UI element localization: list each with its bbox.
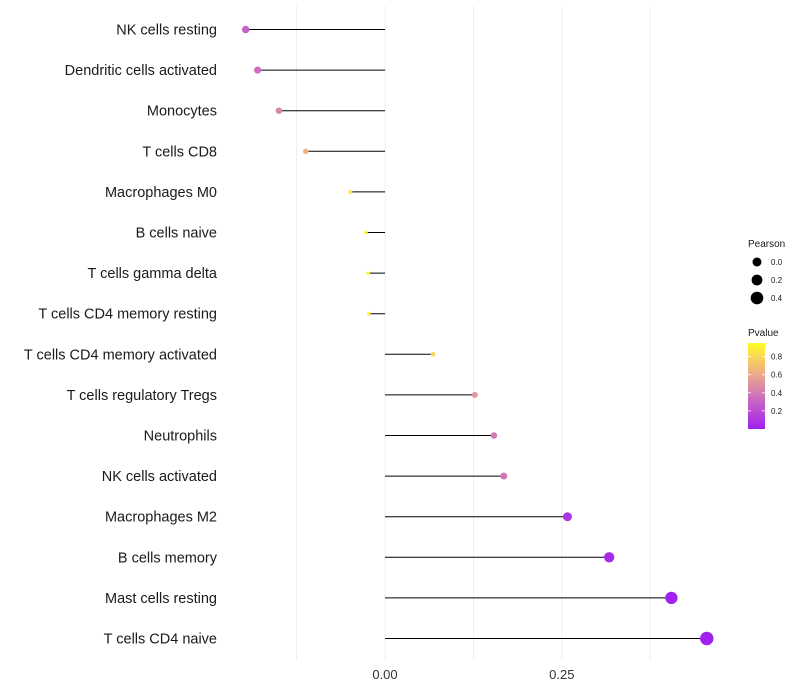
legend: Pearson 0.0 0.2 0.4 Pvalue 0.8 0.6 0.4 0.2 xyxy=(748,239,785,429)
x-tick-label-1: 0.25 xyxy=(549,667,574,682)
lollipop-point-14 xyxy=(665,591,678,605)
lollipop-point-0 xyxy=(241,25,250,34)
category-label-6: T cells gamma delta xyxy=(88,266,218,282)
color-legend-label-2: 0.4 xyxy=(771,389,783,398)
lollipop-point-15 xyxy=(700,631,714,646)
size-legend-label-2: 0.4 xyxy=(771,294,783,303)
size-legend-dot-2 xyxy=(750,291,764,305)
size-legend-label-1: 0.2 xyxy=(771,276,783,285)
lollipop-point-6 xyxy=(366,271,370,275)
color-legend-label-0: 0.8 xyxy=(771,353,783,362)
lollipop-point-1 xyxy=(254,66,262,74)
lollipop-point-7 xyxy=(366,311,371,316)
x-tick-label-0: 0.00 xyxy=(372,667,397,682)
size-legend-dot-0 xyxy=(752,257,762,267)
category-label-0: NK cells resting xyxy=(116,23,217,39)
size-legend-title: Pearson xyxy=(748,239,785,250)
category-label-3: T cells CD8 xyxy=(142,144,217,160)
grid-layer xyxy=(296,6,651,660)
category-label-9: T cells regulatory Tregs xyxy=(67,388,217,404)
category-label-5: B cells naive xyxy=(136,226,217,242)
lollipop-point-5 xyxy=(364,230,368,235)
size-legend-dot-1 xyxy=(751,274,763,286)
category-label-1: Dendritic cells activated xyxy=(65,63,217,79)
pvalue-colorbar xyxy=(748,343,765,429)
category-label-2: Monocytes xyxy=(147,104,217,120)
color-legend-label-1: 0.6 xyxy=(771,371,783,380)
lollipop-point-10 xyxy=(490,432,498,439)
category-label-7: T cells CD4 memory resting xyxy=(38,307,217,323)
category-labels: NK cells resting Dendritic cells activate… xyxy=(24,23,218,648)
category-label-11: NK cells activated xyxy=(102,469,217,485)
lollipop-point-9 xyxy=(471,391,478,398)
lollipop-point-2 xyxy=(275,107,283,114)
points-layer xyxy=(241,25,714,646)
color-legend-label-3: 0.2 xyxy=(771,407,783,416)
category-label-13: B cells memory xyxy=(118,550,218,566)
x-axis: 0.00 0.25 xyxy=(372,667,574,682)
lollipop-point-8 xyxy=(430,352,436,357)
color-legend-title: Pvalue xyxy=(748,328,779,339)
size-legend-label-0: 0.0 xyxy=(771,258,783,267)
lollipop-point-4 xyxy=(348,189,353,194)
category-label-12: Macrophages M2 xyxy=(105,510,217,526)
category-label-10: Neutrophils xyxy=(144,429,217,445)
category-label-4: Macrophages M0 xyxy=(105,185,217,201)
category-label-14: Mast cells resting xyxy=(105,591,217,607)
segments-layer xyxy=(245,29,707,639)
lollipop-point-12 xyxy=(562,512,572,522)
lollipop-point-13 xyxy=(604,552,615,563)
category-label-15: T cells CD4 naive xyxy=(104,632,217,648)
lollipop-point-3 xyxy=(303,148,309,155)
lollipop-point-11 xyxy=(500,472,508,480)
category-label-8: T cells CD4 memory activated xyxy=(24,347,217,363)
